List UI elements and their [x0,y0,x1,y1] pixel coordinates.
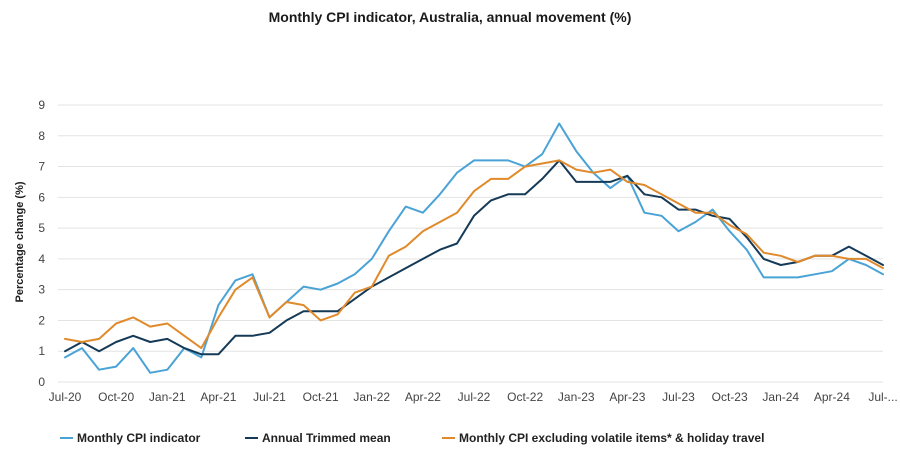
series-lines [64,122,884,374]
legend-label: Monthly CPI excluding volatile items* & … [459,431,764,445]
y-axis: 0 1 2 3 4 5 6 7 8 9 [38,98,45,389]
x-tick-label: Jul-23 [662,390,695,404]
x-tick-label: Jan-23 [558,390,595,404]
series-line [64,159,884,350]
x-tick-label: Oct-21 [303,390,339,404]
y-tick-label: 0 [38,375,45,389]
legend: Monthly CPI indicator Annual Trimmed mean… [60,431,764,445]
x-tick-label: Jul-... [868,390,897,404]
x-tick-label: Oct-20 [98,390,134,404]
x-tick-label: Jan-24 [762,390,799,404]
x-tick-label: Apr-23 [609,390,645,404]
y-tick-label: 4 [38,252,45,266]
y-tick-label: 7 [38,160,45,174]
y-tick-label: 8 [38,129,45,143]
y-tick-label: 6 [38,190,45,204]
series-line [64,122,884,374]
x-tick-label: Jul-20 [49,390,82,404]
y-tick-label: 9 [38,98,45,112]
x-tick-label: Apr-21 [200,390,236,404]
chart-title: Monthly CPI indicator, Australia, annual… [268,9,632,25]
gridlines [58,104,883,383]
x-tick-label: Jan-22 [353,390,390,404]
legend-label: Annual Trimmed mean [262,431,391,445]
y-axis-title: Percentage change (%) [14,181,26,302]
x-tick-label: Apr-24 [814,390,850,404]
legend-label: Monthly CPI indicator [77,431,201,445]
y-tick-label: 5 [38,221,45,235]
y-tick-label: 1 [38,344,45,358]
y-tick-label: 2 [38,313,45,327]
y-tick-label: 3 [38,283,45,297]
x-tick-label: Jan-21 [149,390,186,404]
x-tick-label: Oct-23 [712,390,748,404]
x-tick-label: Apr-22 [405,390,441,404]
x-tick-label: Oct-22 [507,390,543,404]
series-line [64,159,884,356]
x-axis: Jul-20 Oct-20 Jan-21 Apr-21 Jul-21 Oct-21 Jan-… [49,390,898,404]
x-tick-label: Jul-22 [458,390,491,404]
x-tick-label: Jul-21 [253,390,286,404]
